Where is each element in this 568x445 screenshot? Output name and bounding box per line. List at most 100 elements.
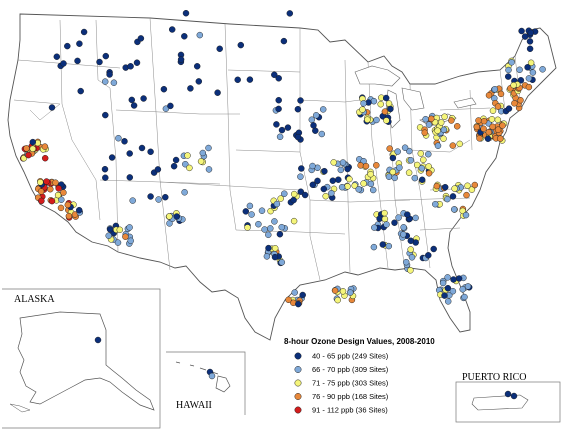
site-marker <box>412 214 419 222</box>
site-marker <box>310 122 317 129</box>
site-marker <box>122 233 129 240</box>
alaska-label: ALASKA <box>14 294 55 305</box>
site-marker <box>166 220 173 227</box>
site-marker <box>166 213 173 220</box>
site-marker <box>140 95 147 102</box>
site-marker <box>383 117 390 124</box>
legend-swatch <box>294 366 302 373</box>
site-marker <box>168 26 176 33</box>
site-marker <box>471 181 479 189</box>
site-marker <box>440 135 447 142</box>
site-marker <box>216 45 223 53</box>
legend-item-label: 66 - 70 ppb (309 Sites) <box>312 365 389 374</box>
alaska-inset: ALASKA <box>2 288 161 429</box>
site-marker <box>94 336 102 344</box>
site-marker <box>309 181 317 189</box>
site-marker <box>367 170 374 178</box>
site-marker <box>526 38 534 45</box>
site-marker <box>527 29 535 37</box>
site-marker <box>359 106 366 113</box>
site-marker <box>255 220 262 228</box>
site-marker <box>381 209 388 217</box>
site-marker <box>505 66 512 74</box>
site-marker <box>488 116 496 123</box>
site-marker <box>444 298 452 305</box>
site-marker <box>290 217 298 225</box>
site-marker <box>357 162 364 169</box>
site-marker <box>273 121 280 128</box>
site-marker <box>130 102 138 109</box>
site-marker <box>290 190 298 198</box>
site-marker <box>456 140 463 148</box>
site-marker <box>521 33 529 40</box>
site-marker <box>455 275 463 282</box>
site-marker <box>373 116 380 124</box>
hawaii-inset: HAWAII <box>166 351 246 415</box>
site-marker <box>319 106 327 113</box>
site-marker <box>52 179 59 186</box>
site-marker <box>205 144 212 152</box>
site-marker <box>74 57 81 65</box>
site-marker <box>271 218 278 225</box>
site-marker <box>379 241 387 248</box>
site-marker <box>127 63 134 70</box>
site-marker <box>147 193 154 200</box>
legend-swatch <box>294 379 302 387</box>
legend-item-label: 40 - 65 ppb (249 Sites) <box>312 352 389 361</box>
site-marker <box>114 239 122 246</box>
site-marker <box>462 211 470 219</box>
site-marker <box>58 196 65 203</box>
site-marker <box>459 207 466 215</box>
site-marker <box>370 243 378 251</box>
site-marker <box>184 152 191 159</box>
site-marker <box>60 60 67 67</box>
site-marker <box>516 66 523 74</box>
site-marker <box>489 123 496 131</box>
site-marker <box>334 296 341 304</box>
site-marker <box>401 144 409 151</box>
site-marker <box>77 87 84 95</box>
site-marker <box>75 206 83 214</box>
site-marker <box>187 85 194 92</box>
site-marker <box>182 9 190 17</box>
site-marker <box>485 92 493 99</box>
site-marker <box>441 183 449 191</box>
site-marker <box>278 223 285 231</box>
site-marker <box>347 289 354 296</box>
site-marker <box>126 174 134 181</box>
site-marker <box>60 189 67 196</box>
site-marker <box>425 163 432 170</box>
site-marker <box>53 53 61 60</box>
site-marker <box>273 200 281 208</box>
site-marker <box>510 81 517 89</box>
site-marker <box>193 63 201 70</box>
site-marker <box>108 154 116 161</box>
site-marker <box>297 97 304 104</box>
site-marker <box>280 37 288 45</box>
site-marker <box>373 162 380 169</box>
site-marker <box>434 127 441 134</box>
site-marker <box>102 52 110 60</box>
site-marker <box>312 112 320 119</box>
site-marker <box>464 182 471 190</box>
site-marker <box>299 291 306 299</box>
site-marker <box>385 242 393 250</box>
site-marker <box>129 197 136 204</box>
site-marker <box>484 135 492 142</box>
site-marker <box>297 188 305 195</box>
puerto-rico-label: PUERTO RICO <box>462 372 527 383</box>
site-marker <box>360 180 367 187</box>
site-marker <box>127 237 134 245</box>
site-marker <box>37 179 44 186</box>
site-marker <box>25 151 32 159</box>
site-marker <box>263 253 271 260</box>
site-marker <box>510 392 518 400</box>
site-marker <box>355 186 362 193</box>
site-marker <box>370 97 378 105</box>
site-marker <box>508 59 515 66</box>
site-marker <box>504 73 512 80</box>
site-marker <box>399 231 407 238</box>
site-marker <box>276 230 284 238</box>
site-marker <box>47 185 54 193</box>
